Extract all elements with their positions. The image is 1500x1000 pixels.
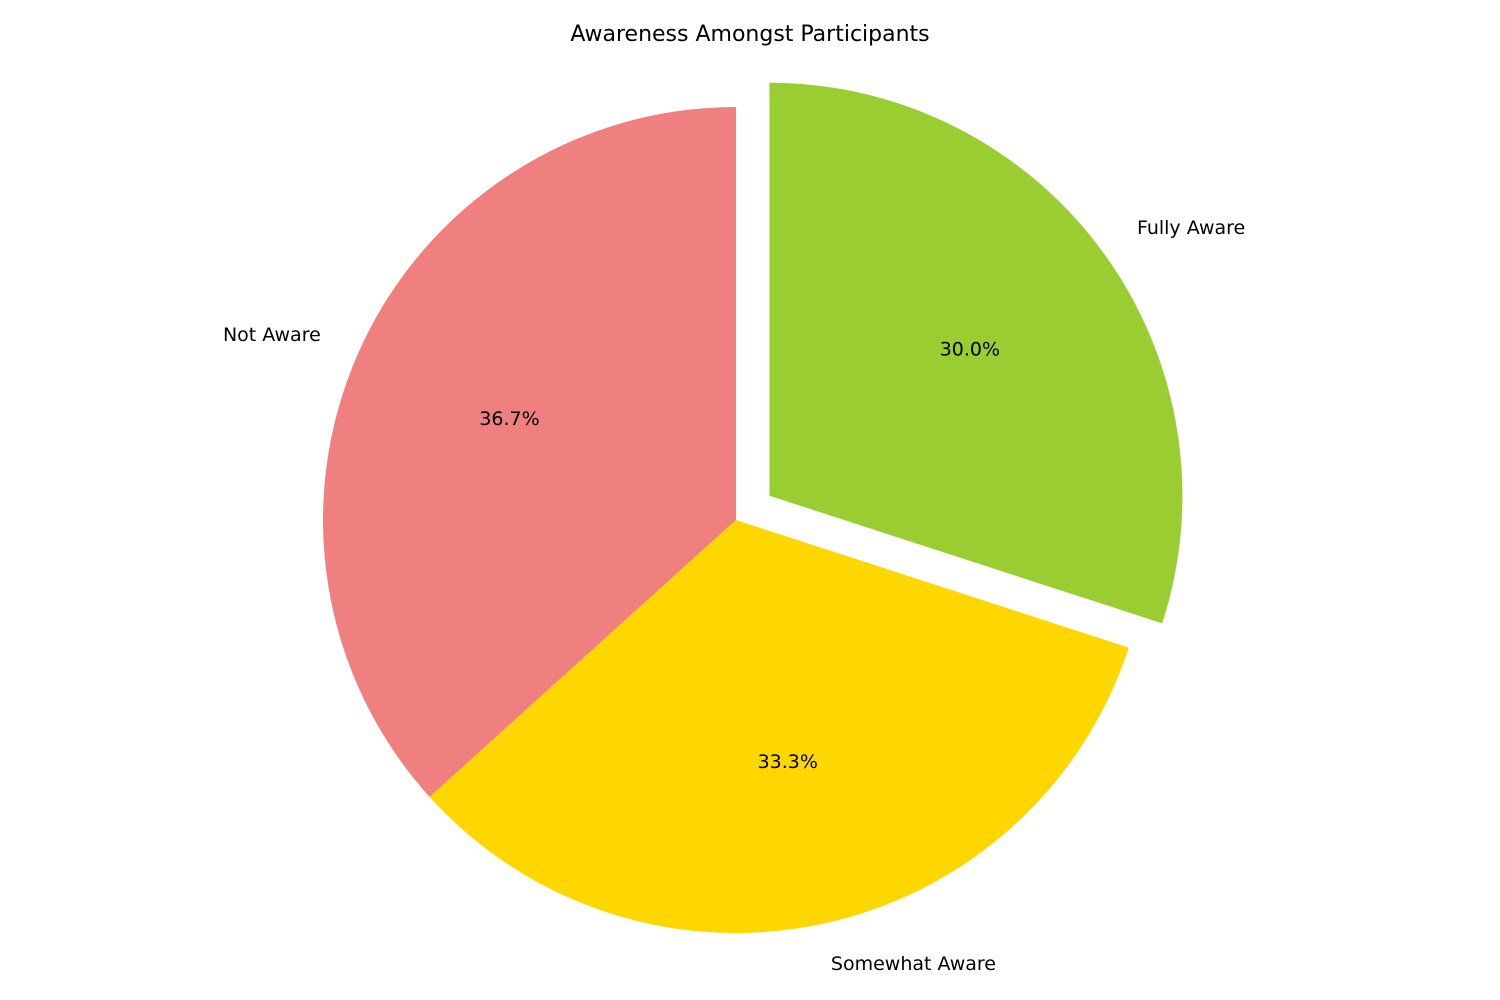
pie-labels: Not Aware 36.7% Somewhat Aware 33.3% Fully A…	[223, 217, 1245, 975]
percent-label: 36.7%	[479, 408, 539, 430]
chart-title: Awareness Amongst Participants	[570, 22, 929, 47]
pie-slice-somewhat-aware	[429, 520, 1129, 934]
pie-slice-not-aware	[322, 107, 736, 797]
pie-slice-fully-aware	[769, 82, 1183, 624]
category-label: Not Aware	[223, 324, 321, 346]
percent-label: 33.3%	[758, 751, 818, 773]
percent-label: 30.0%	[940, 339, 1000, 361]
pie-slices	[322, 82, 1183, 934]
category-label: Fully Aware	[1137, 217, 1245, 239]
category-label: Somewhat Aware	[831, 953, 996, 975]
